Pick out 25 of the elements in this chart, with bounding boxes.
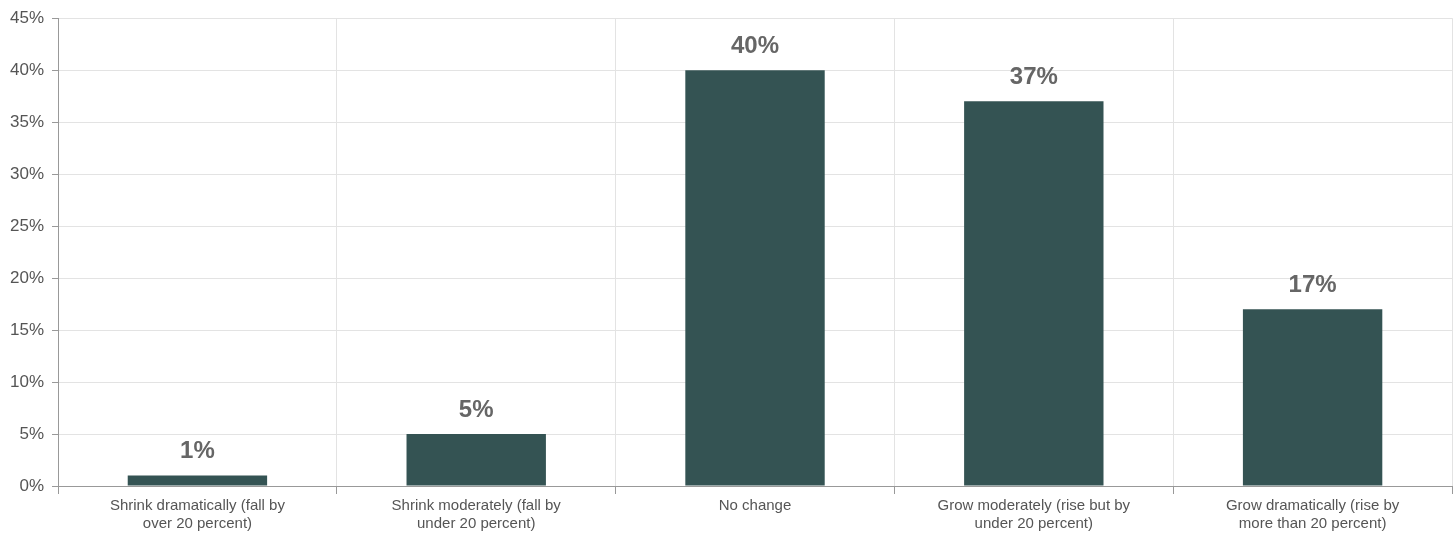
y-tick-label: 45% bbox=[9, 7, 45, 27]
y-tick-label: 25% bbox=[9, 215, 45, 235]
y-tick-label: 5% bbox=[19, 423, 45, 443]
bar bbox=[406, 434, 546, 486]
y-tick-label: 20% bbox=[9, 267, 45, 287]
bar bbox=[127, 475, 268, 486]
bar bbox=[964, 101, 1104, 486]
y-tick-label: 35% bbox=[9, 111, 45, 131]
y-tick-label: 0% bbox=[19, 475, 45, 495]
y-tick-label: 30% bbox=[9, 163, 45, 183]
bar bbox=[1242, 309, 1383, 486]
data-label: 40% bbox=[730, 30, 780, 58]
x-tick-label: Grow dramatically (rise by more than 20 percent) bbox=[1225, 496, 1400, 532]
x-tick-label: Shrink dramatically (fall by over 20 percent) bbox=[109, 496, 286, 532]
x-tick-label: Shrink moderately (fall by under 20 percent) bbox=[391, 496, 562, 532]
bar bbox=[685, 70, 825, 486]
data-label: 1% bbox=[180, 436, 215, 464]
y-tick-label: 10% bbox=[9, 371, 45, 391]
data-label: 17% bbox=[1288, 269, 1337, 297]
x-tick-label: No change bbox=[718, 496, 792, 514]
y-tick-label: 40% bbox=[9, 59, 45, 79]
x-tick-label: Grow moderately (rise but by under 20 percent) bbox=[937, 496, 1131, 532]
data-label: 5% bbox=[458, 394, 494, 422]
y-tick-label: 15% bbox=[9, 319, 45, 339]
data-label: 37% bbox=[1009, 61, 1058, 89]
